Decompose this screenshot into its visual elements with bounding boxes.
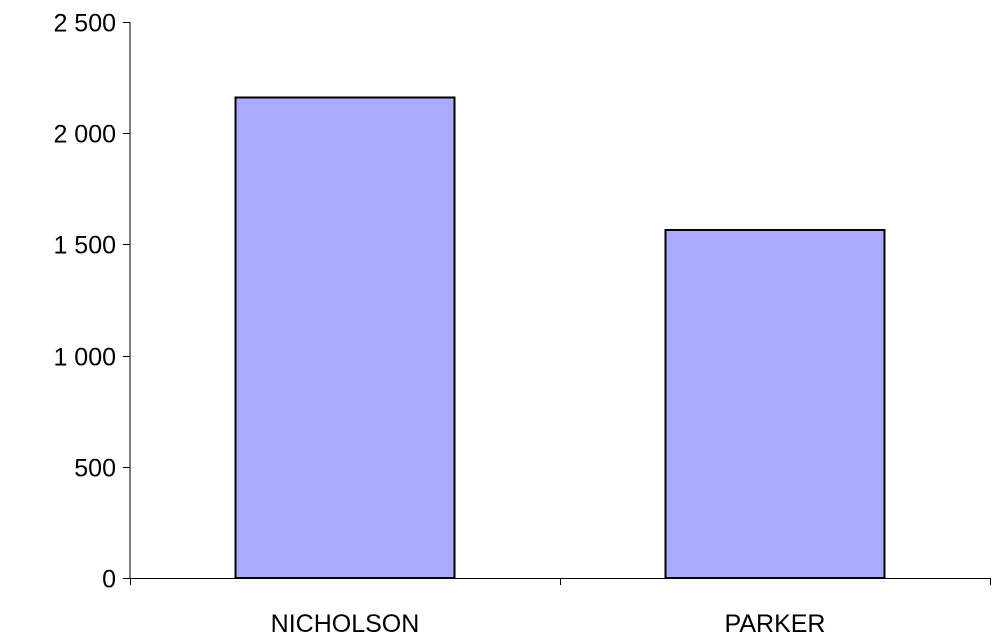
bar-parker bbox=[665, 230, 884, 578]
bars bbox=[235, 98, 884, 578]
y-tick-label: 1 000 bbox=[53, 344, 116, 372]
y-axis: 0 500 1 000 1 500 2 000 2 500 bbox=[53, 10, 130, 594]
x-axis: NICHOLSON PARKER bbox=[130, 578, 991, 638]
x-tick-label: NICHOLSON bbox=[271, 610, 420, 638]
bar-nicholson bbox=[235, 98, 454, 578]
y-tick-label: 0 bbox=[102, 566, 116, 594]
y-tick-label: 500 bbox=[74, 455, 116, 483]
y-tick-label: 2 000 bbox=[53, 121, 116, 149]
x-tick-label: PARKER bbox=[725, 610, 826, 638]
y-tick-label: 1 500 bbox=[53, 232, 116, 260]
y-tick-label: 2 500 bbox=[53, 10, 116, 38]
